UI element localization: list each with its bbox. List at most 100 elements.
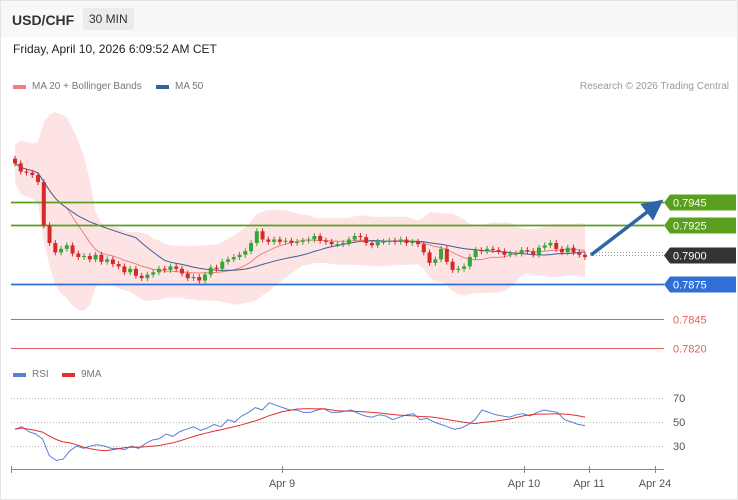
candle-body	[485, 248, 490, 252]
candle-body	[531, 251, 536, 255]
level-label-last: 0.7900	[673, 251, 707, 263]
candle-body	[226, 259, 231, 262]
candle-body	[387, 240, 392, 242]
header-bar: USD/CHF 30 MIN	[1, 1, 737, 37]
rsi-tick-label: 30	[673, 441, 685, 453]
level-label-support: 0.7820	[673, 344, 707, 356]
candle-body	[174, 266, 179, 269]
candle-body	[295, 241, 300, 243]
legend-rsi: RSI	[13, 369, 49, 380]
ma20-swatch-icon	[13, 84, 26, 89]
candle-body	[467, 257, 472, 267]
candle-body	[335, 244, 340, 246]
candle-body	[70, 245, 75, 254]
legend-rsi-ma-label: 9MA	[81, 369, 102, 380]
legend-ma50-label: MA 50	[175, 81, 204, 92]
ma50-line	[14, 162, 586, 271]
candle-body	[300, 240, 305, 242]
candle-body	[24, 171, 29, 173]
level-tag-pivot	[664, 276, 736, 293]
candle-body	[53, 243, 58, 253]
rsi-line	[14, 402, 586, 461]
candle-body	[122, 266, 127, 273]
legend-ma20: MA 20 + Bollinger Bands	[13, 81, 142, 92]
candle-body	[346, 239, 351, 243]
candle-body	[444, 248, 449, 262]
candle-body	[381, 241, 386, 243]
candle-body	[93, 254, 98, 260]
candle-body	[433, 259, 438, 263]
candle-body	[13, 158, 17, 164]
candle-body	[496, 250, 501, 252]
candle-body	[185, 273, 190, 279]
candle-body	[542, 245, 547, 248]
candle-body	[341, 243, 346, 245]
candle-body	[548, 243, 553, 246]
candle-body	[519, 250, 524, 254]
candle-body	[312, 235, 317, 240]
candle-body	[18, 163, 23, 172]
candle-body	[410, 241, 415, 243]
candle-body	[272, 239, 277, 242]
candle-body	[525, 250, 530, 252]
candle-body	[508, 253, 513, 255]
candle-body	[214, 267, 219, 269]
candle-body	[536, 247, 541, 255]
candle-body	[427, 252, 432, 263]
candle-body	[462, 266, 467, 269]
candle-body	[369, 243, 374, 246]
candle-body	[99, 254, 104, 262]
candle-body	[128, 268, 133, 273]
candle-body	[318, 235, 323, 241]
candle-body	[577, 252, 582, 255]
candle-body	[41, 182, 46, 226]
candle-body	[197, 276, 202, 281]
candle-body	[473, 250, 478, 258]
candle-body	[133, 268, 138, 276]
candle-body	[450, 261, 455, 270]
candle-body	[571, 247, 576, 253]
rsi-ma-swatch-icon	[62, 372, 75, 377]
candle-body	[502, 251, 507, 255]
candle-body	[260, 231, 265, 240]
legend-rsi-ma: 9MA	[62, 369, 102, 380]
candle-body	[329, 241, 334, 245]
rsi-ma-line	[14, 408, 586, 452]
x-tick-label: Apr 10	[508, 478, 540, 490]
candle-body	[358, 235, 363, 238]
candle-body	[64, 245, 69, 249]
candle-body	[30, 172, 35, 176]
candle-body	[76, 253, 81, 258]
credit-text: Research © 2026 Trading Central	[579, 81, 729, 92]
timeframe-button[interactable]: 30 MIN	[83, 8, 134, 30]
candle-body	[513, 253, 518, 255]
candle-body	[36, 175, 41, 183]
candle-body	[583, 254, 587, 258]
ma50-swatch-icon	[156, 84, 169, 89]
candle-body	[559, 248, 564, 253]
candle-body	[203, 274, 207, 281]
candle-body	[249, 243, 254, 252]
candle-body	[47, 225, 52, 243]
level-tag-resistance	[664, 217, 736, 234]
candle-body	[208, 267, 213, 275]
candle-body	[283, 240, 288, 242]
candle-body	[416, 241, 421, 245]
timestamp: Friday, April 10, 2026 6:09:52 AM CET	[13, 42, 217, 56]
level-label-resistance: 0.7945	[673, 198, 707, 210]
candle-body	[398, 239, 403, 242]
bollinger-band	[15, 112, 585, 311]
candle-body	[231, 257, 236, 260]
candle-body	[404, 239, 409, 243]
level-label-pivot: 0.7875	[673, 280, 707, 292]
candle-body	[375, 241, 380, 246]
candle-body	[439, 248, 444, 260]
candle-body	[306, 239, 311, 241]
candle-body	[191, 276, 196, 279]
candle-body	[479, 250, 484, 252]
legend-ma20-label: MA 20 + Bollinger Bands	[32, 81, 142, 92]
rsi-swatch-icon	[13, 372, 26, 377]
candle-body	[59, 248, 64, 253]
candle-body	[421, 244, 426, 253]
